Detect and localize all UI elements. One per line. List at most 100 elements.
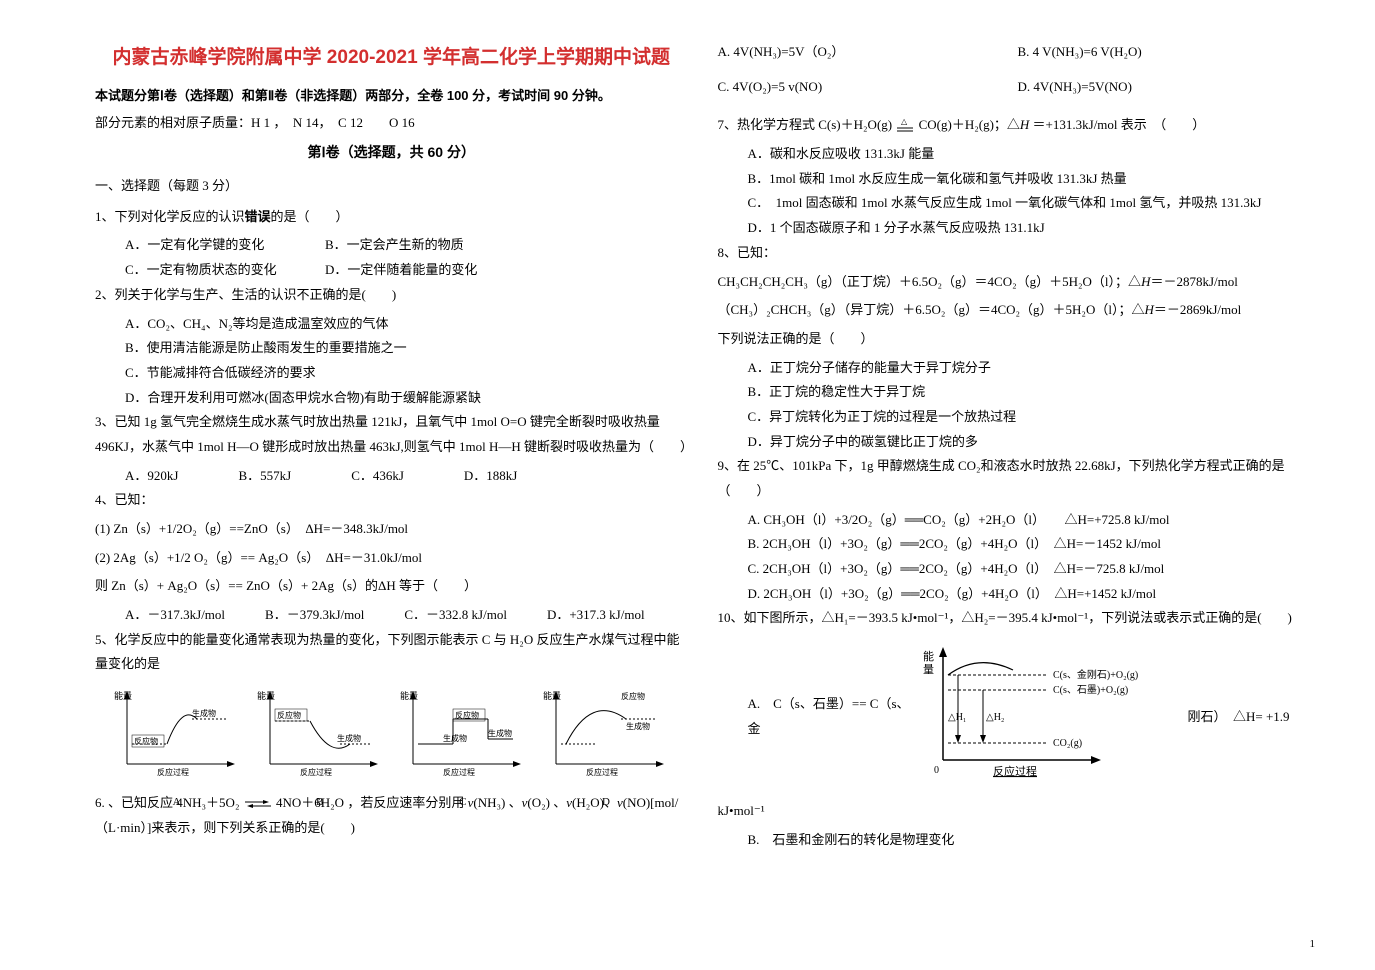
chart-b: 能量 反应物 生成物 反应过程 B bbox=[255, 689, 385, 779]
q7-p3: ＝+131.3kJ/mol 表示 （ ） bbox=[1029, 117, 1205, 132]
chart-c-label: C bbox=[398, 792, 528, 813]
q2-options: A．CO₂、CH₄、N₂等均是造成温室效应的气体 B．使用清洁能源是防止酸雨发生… bbox=[95, 312, 688, 411]
chart-c: 能量 生成物 反应物 生成物 反应过程 C bbox=[398, 689, 528, 779]
q6-d: D. 4V(NH₃)=5V(NO) bbox=[1018, 75, 1132, 100]
q2-b: B．使用清洁能源是防止酸雨发生的重要措施之一 bbox=[125, 336, 688, 361]
question-2: 2、列关于化学与生产、生活的认识不正确的是( ) bbox=[95, 283, 688, 308]
svg-text:量: 量 bbox=[923, 663, 934, 676]
q10-a-p2: 刚石） △H= +1.9 bbox=[1188, 709, 1290, 724]
q4-eq3: 则 Zn（s）+ Ag₂O（s）== ZnO（s）+ 2Ag（s）的ΔH 等于（… bbox=[95, 574, 688, 599]
svg-text:反应过程: 反应过程 bbox=[443, 767, 475, 777]
svg-text:反应物: 反应物 bbox=[621, 691, 645, 701]
svg-text:生成物: 生成物 bbox=[488, 728, 512, 738]
left-column: 内蒙古赤峰学院附属中学 2020-2021 学年高二化学上学期期中试题 本试题分… bbox=[80, 40, 703, 950]
svg-text:能: 能 bbox=[923, 649, 934, 663]
svg-text:反应过程: 反应过程 bbox=[993, 764, 1037, 778]
q8-b: B．正丁烷的稳定性大于异丁烷 bbox=[748, 380, 1311, 405]
right-column: A. 4V(NH₃)=5V（O₂）B. 4 V(NH₃)=6 V(H₂O) C.… bbox=[703, 40, 1326, 950]
chart-d: 能量 反应物 生成物 反应过程 D bbox=[541, 689, 671, 779]
page-number: 1 bbox=[1310, 934, 1316, 955]
q7-a: A．碳和水反应吸收 131.3kJ 能量 bbox=[748, 142, 1311, 167]
q8-a: A．正丁烷分子储存的能量大于异丁烷分子 bbox=[748, 356, 1311, 381]
q8-options: A．正丁烷分子储存的能量大于异丁烷分子 B．正丁烷的稳定性大于异丁烷 C．异丁烷… bbox=[718, 356, 1311, 455]
question-10: 10、如下图所示，△H₁=－393.5 kJ•mol⁻¹，△H₂=－395.4 … bbox=[718, 606, 1311, 631]
q8-eq2: （CH₃）₂CHCH₃（g）（异丁烷）＋6.5O₂（g）＝4CO₂（g）＋5H₂… bbox=[718, 298, 1311, 323]
q9-a: A. CH₃OH（l）+3/2O₂（g）══CO₂（g）+2H₂O（l） △H=… bbox=[748, 508, 1311, 533]
exam-title: 内蒙古赤峰学院附属中学 2020-2021 学年高二化学上学期期中试题 bbox=[95, 40, 688, 76]
q1-b: B．一定会产生新的物质 bbox=[325, 233, 464, 258]
q1-d: D．一定伴随着能量的变化 bbox=[325, 258, 477, 283]
svg-text:反应过程: 反应过程 bbox=[586, 767, 618, 777]
svg-text:△H₂: △H₂ bbox=[986, 712, 1004, 723]
svg-text:C(s、石墨)+O₂(g): C(s、石墨)+O₂(g) bbox=[1053, 684, 1128, 696]
q7-b: B．1mol 碳和 1mol 水反应生成一氧化碳和氢气并吸收 131.3kJ 热… bbox=[748, 167, 1311, 192]
question-9: 9、在 25℃、101kPa 下，1g 甲醇燃烧生成 CO₂和液态水时放热 22… bbox=[718, 454, 1311, 503]
svg-text:生成物: 生成物 bbox=[443, 733, 467, 743]
svg-text:反应物: 反应物 bbox=[455, 710, 479, 720]
q4-c: C．－332.8 kJ/mol bbox=[404, 603, 507, 628]
chart-b-label: B bbox=[255, 792, 385, 813]
q2-d: D．合理开发利用可燃冰(固态甲烷水合物)有助于缓解能源紧缺 bbox=[125, 386, 688, 411]
svg-text:CO₂(g): CO₂(g) bbox=[1053, 738, 1082, 749]
ylabel-a: 能量 bbox=[114, 690, 132, 701]
q1-options: A．一定有化学键的变化B．一定会产生新的物质 C．一定有物质状态的变化D．一定伴… bbox=[95, 233, 688, 282]
q4-a: A．－317.3kJ/mol bbox=[125, 603, 225, 628]
q1-text2: 的是（ ） bbox=[271, 209, 349, 224]
question-7: 7、热化学方程式 C(s)＋H₂O(g) △ CO(g)＋H₂(g)；△H ＝+… bbox=[718, 113, 1311, 138]
q9-d: D. 2CH₃OH（l）+3O₂（g）══2CO₂（g）+4H₂O（l） △H=… bbox=[748, 582, 1311, 607]
question-5: 5、化学反应中的能量变化通常表现为热量的变化，下列图示能表示 C 与 H₂O 反… bbox=[95, 628, 688, 677]
q6-b: B. 4 V(NH₃)=6 V(H₂O) bbox=[1018, 40, 1142, 65]
heat-arrow-icon: △ bbox=[895, 118, 915, 134]
question-3: 3、已知 1g 氢气完全燃烧生成水蒸气时放出热量 121kJ，且氧气中 1mol… bbox=[95, 410, 688, 459]
svg-text:反应物: 反应物 bbox=[134, 736, 158, 746]
q4-eq1: (1) Zn（s）+1/2O₂（g）==ZnO（s） ΔH=－348.3kJ/m… bbox=[95, 517, 688, 542]
svg-text:反应物: 反应物 bbox=[277, 710, 301, 720]
q1-a: A．一定有化学键的变化 bbox=[125, 233, 325, 258]
q3-options: A．920kJ B．557kJ C．436kJ D．188kJ bbox=[95, 464, 688, 489]
chart-a-label: A bbox=[112, 792, 242, 813]
q7-c: C． 1mol 固态碳和 1mol 水蒸气反应生成 1mol 一氧化碳气体和 1… bbox=[748, 191, 1311, 216]
svg-text:0: 0 bbox=[934, 765, 939, 776]
svg-text:能量: 能量 bbox=[543, 690, 561, 701]
q4-options: A．－317.3kJ/mol B．－379.3kJ/mol C．－332.8 k… bbox=[95, 603, 688, 628]
svg-text:能量: 能量 bbox=[257, 690, 275, 701]
q10-b: B. 石墨和金刚石的转化是物理变化 bbox=[718, 828, 1311, 853]
q8-d: D．异丁烷分子中的碳氢键比正丁烷的多 bbox=[748, 430, 1311, 455]
svg-text:生成物: 生成物 bbox=[192, 708, 216, 718]
q7-options: A．碳和水反应吸收 131.3kJ 能量 B．1mol 碳和 1mol 水反应生… bbox=[718, 142, 1311, 241]
svg-text:反应过程: 反应过程 bbox=[157, 767, 189, 777]
q3-c: C．436kJ bbox=[351, 464, 404, 489]
svg-text:△: △ bbox=[901, 118, 908, 126]
exam-subtitle: 本试题分第Ⅰ卷（选择题）和第Ⅱ卷（非选择题）两部分，全卷 100 分，考试时间 … bbox=[95, 84, 688, 109]
section-1-sub: 一、选择题（每题 3 分） bbox=[95, 174, 688, 199]
question-8: 8、已知： bbox=[718, 241, 1311, 266]
q7-d: D．1 个固态碳原子和 1 分子水蒸气反应吸热 131.1kJ bbox=[748, 216, 1311, 241]
q1-text: 1、下列对化学反应的认识 bbox=[95, 209, 245, 224]
q6-a: A. 4V(NH₃)=5V（O₂） bbox=[718, 40, 1018, 65]
svg-text:C(s、金刚石)+O₂(g): C(s、金刚石)+O₂(g) bbox=[1053, 668, 1138, 681]
q8-eq1: CH₃CH₂CH₂CH₃（g）（正丁烷）＋6.5O₂（g）＝4CO₂（g）＋5H… bbox=[718, 270, 1311, 295]
q8-c: C．异丁烷转化为正丁烷的过程是一个放热过程 bbox=[748, 405, 1311, 430]
q2-c: C．节能减排符合低碳经济的要求 bbox=[125, 361, 688, 386]
q1-c: C．一定有物质状态的变化 bbox=[125, 258, 325, 283]
q3-b: B．557kJ bbox=[238, 464, 291, 489]
q3-a: A．920kJ bbox=[125, 464, 178, 489]
q9-b: B. 2CH₃OH（l）+3O₂（g）══2CO₂（g）+4H₂O（l） △H=… bbox=[748, 532, 1311, 557]
q8-text2: 下列说法正确的是（ ） bbox=[718, 327, 1311, 352]
q4-d: D．+317.3 kJ/mol bbox=[547, 603, 645, 628]
q10-diagram: 能 量 0 C(s、金刚石)+O₂(g) C(s、石墨)+O₂(g) △H₁ △… bbox=[918, 645, 1178, 789]
q3-d: D．188kJ bbox=[464, 464, 517, 489]
section-1-header: 第Ⅰ卷（选择题，共 60 分） bbox=[95, 139, 688, 166]
q10-a-unit: kJ•mol⁻¹ bbox=[718, 799, 1311, 824]
q1-bold: 错误 bbox=[245, 209, 271, 224]
atomic-masses: 部分元素的相对原子质量：H 1 ， N 14， C 12 O 16 bbox=[95, 111, 688, 136]
q9-options: A. CH₃OH（l）+3/2O₂（g）══CO₂（g）+2H₂O（l） △H=… bbox=[718, 508, 1311, 607]
svg-text:能量: 能量 bbox=[400, 690, 418, 701]
svg-text:反应过程: 反应过程 bbox=[300, 767, 332, 777]
energy-charts: 能量 反应物 生成物 反应过程 A 能量 bbox=[95, 689, 688, 779]
question-1: 1、下列对化学反应的认识错误的是（ ） bbox=[95, 205, 688, 230]
q7-p1: 7、热化学方程式 C(s)＋H₂O(g) bbox=[718, 117, 893, 132]
q4-b: B．－379.3kJ/mol bbox=[265, 603, 364, 628]
svg-text:△H₁: △H₁ bbox=[948, 712, 966, 723]
question-4: 4、已知： bbox=[95, 488, 688, 513]
